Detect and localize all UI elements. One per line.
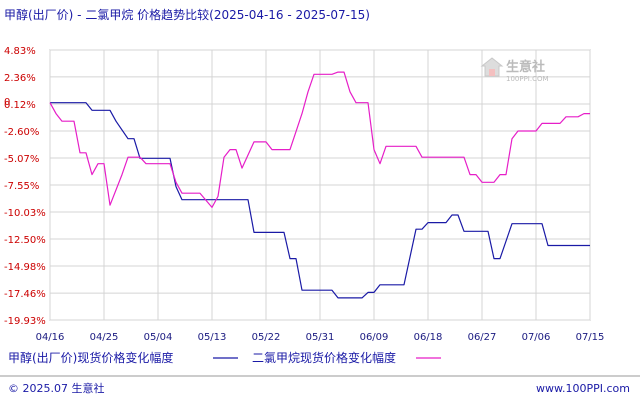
grid-lines (49, 49, 591, 321)
legend-label-series-1: 甲醇(出厂价)现货价格变化幅度 (8, 350, 173, 365)
x-tick-label: 05/31 (306, 332, 335, 343)
x-axis-ticks: 04/16 04/25 05/04 05/13 05/22 05/31 06/09 06/18… (36, 332, 605, 343)
x-tick-label: 04/16 (36, 332, 65, 343)
y-tick-label: -10.03% (4, 208, 46, 219)
y-tick-label: -14.98% (4, 262, 46, 273)
x-tick-label: 05/22 (252, 332, 281, 343)
x-tick-label: 06/18 (414, 332, 443, 343)
x-tick-label: 05/04 (144, 332, 173, 343)
series-layer (49, 71, 590, 299)
watermark-name: 生意社 (506, 59, 545, 75)
house-icon (480, 57, 504, 77)
y-tick-label: -19.93% (4, 316, 46, 327)
legend-label-series-2: 二氯甲烷现货价格变化幅度 (252, 350, 396, 365)
y-tick-label: -7.55% (4, 181, 39, 192)
chart-title: 甲醇(出厂价) - 二氯甲烷 价格趋势比较(2025-04-16 - 2025-… (4, 7, 370, 22)
y-tick-label: 0.12% (4, 100, 36, 111)
x-tick-label: 06/09 (360, 332, 389, 343)
watermark-logo: 生意社 100PPI.COM (480, 57, 549, 83)
y-zero-label: 0 (4, 97, 10, 108)
y-tick-label: -2.60% (4, 127, 39, 138)
x-tick-label: 07/06 (522, 332, 551, 343)
legend: 甲醇(出厂价)现货价格变化幅度 二氯甲烷现货价格变化幅度 (8, 350, 441, 365)
y-tick-label: -17.46% (4, 289, 46, 300)
watermark-url: 100PPI.COM (506, 75, 549, 83)
footer-copyright: © 2025.07 生意社 (8, 381, 104, 395)
series-line-2 (49, 71, 590, 208)
y-axis-ticks: 4.83% 2.36% 0.12% -2.60% -5.07% -7.55% -10.03%… (4, 46, 46, 327)
y-tick-label: -12.50% (4, 235, 46, 246)
house-door-icon (489, 69, 495, 76)
x-tick-label: 07/15 (576, 332, 605, 343)
x-tick-label: 05/13 (198, 332, 227, 343)
y-tick-label: 2.36% (4, 73, 36, 84)
series-line-1 (50, 102, 590, 299)
y-tick-label: -5.07% (4, 154, 39, 165)
x-tick-label: 04/25 (90, 332, 119, 343)
footer-url[interactable]: www.100PPI.com (536, 382, 630, 395)
x-tick-label: 06/27 (468, 332, 497, 343)
y-tick-label: 4.83% (4, 46, 36, 57)
